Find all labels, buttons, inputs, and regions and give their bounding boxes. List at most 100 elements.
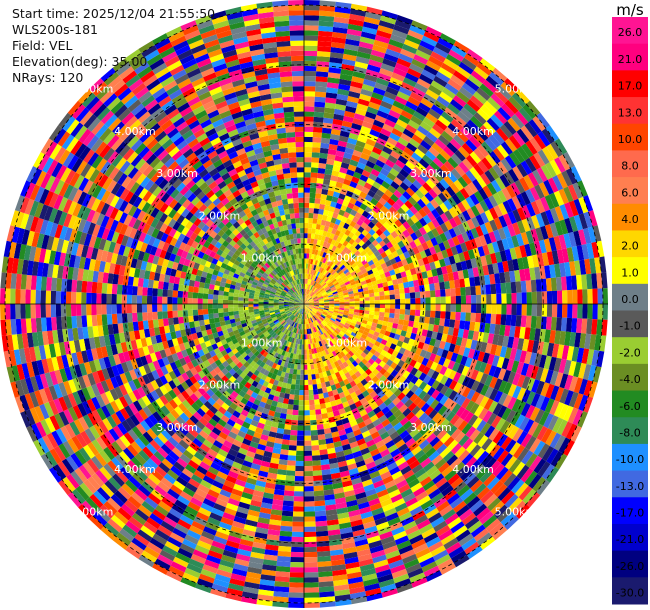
velocity-gate	[368, 273, 375, 279]
velocity-gate	[322, 241, 328, 248]
velocity-gate	[306, 253, 310, 259]
velocity-gate	[304, 587, 320, 593]
velocity-gate	[317, 167, 326, 174]
velocity-gate	[318, 20, 334, 27]
velocity-gate	[450, 296, 456, 304]
velocity-gate	[279, 530, 293, 537]
velocity-gate	[317, 234, 323, 241]
velocity-gate	[349, 127, 361, 136]
velocity-gate	[281, 439, 290, 446]
velocity-gate	[304, 76, 316, 82]
velocity-gate	[287, 404, 294, 410]
velocity-gate	[313, 300, 319, 302]
velocity-gate	[331, 42, 346, 49]
velocity-gate	[448, 228, 457, 239]
velocity-gate	[402, 77, 417, 88]
velocity-gate	[311, 254, 315, 260]
velocity-gate	[504, 271, 511, 283]
velocity-gate	[328, 143, 338, 151]
velocity-gate	[430, 80, 445, 92]
velocity-gate	[413, 238, 422, 247]
velocity-gate	[390, 238, 398, 247]
velocity-gate	[428, 55, 444, 68]
velocity-gate	[456, 130, 469, 143]
velocity-gate	[497, 85, 512, 100]
velocity-gate	[354, 306, 360, 310]
velocity-gate	[312, 132, 322, 138]
velocity-gate	[443, 230, 453, 241]
velocity-gate	[439, 149, 451, 161]
velocity-gate	[360, 125, 372, 134]
velocity-gate	[310, 285, 315, 291]
velocity-gate	[434, 282, 441, 291]
velocity-gate	[304, 233, 308, 239]
velocity-gate	[363, 262, 370, 269]
velocity-gate	[532, 115, 546, 132]
velocity-gate	[512, 166, 524, 180]
velocity-gate	[304, 182, 311, 188]
velocity-gate	[307, 295, 311, 301]
velocity-gate	[472, 132, 485, 145]
velocity-gate	[398, 224, 407, 233]
velocity-gate	[314, 304, 320, 306]
velocity-gate	[504, 78, 519, 93]
velocity-gate	[581, 274, 588, 290]
velocity-gate	[288, 394, 295, 400]
velocity-gate	[573, 198, 584, 215]
velocity-gate	[369, 54, 384, 64]
velocity-gate	[369, 304, 375, 308]
velocity-gate	[382, 266, 390, 274]
velocity-gate	[457, 223, 466, 234]
velocity-gate	[366, 64, 381, 73]
velocity-gate	[411, 273, 418, 281]
velocity-gate	[355, 237, 362, 244]
velocity-gate	[361, 268, 368, 275]
velocity-gate	[410, 304, 416, 310]
velocity-gate	[313, 270, 317, 276]
velocity-gate	[544, 224, 554, 239]
velocity-gate	[471, 295, 477, 304]
velocity-gate	[487, 96, 501, 111]
velocity-gate	[317, 295, 323, 299]
velocity-gate	[300, 364, 304, 370]
velocity-gate	[383, 201, 393, 210]
velocity-gate	[304, 400, 310, 406]
velocity-gate	[316, 292, 321, 296]
velocity-gate	[376, 254, 383, 261]
velocity-gate	[409, 183, 419, 193]
velocity-gate	[310, 274, 314, 280]
velocity-gate	[369, 96, 383, 106]
velocity-gate	[510, 281, 517, 294]
velocity-gate	[360, 152, 370, 161]
velocity-gate	[304, 300, 308, 304]
velocity-gate	[406, 275, 413, 282]
velocity-gate	[364, 16, 381, 25]
velocity-gate	[342, 199, 350, 207]
velocity-gate	[410, 232, 419, 241]
velocity-gate	[601, 272, 608, 289]
velocity-gate	[349, 301, 355, 304]
velocity-gate	[538, 182, 550, 197]
velocity-gate	[343, 278, 350, 284]
velocity-gate	[285, 414, 293, 420]
velocity-gate	[419, 291, 426, 298]
velocity-gate	[398, 215, 407, 225]
velocity-gate	[328, 297, 334, 300]
velocity-gate	[420, 97, 434, 109]
velocity-gate	[416, 78, 431, 89]
velocity-gate	[333, 258, 340, 265]
velocity-gate	[421, 241, 429, 251]
velocity-gate	[470, 312, 476, 322]
velocity-gate	[311, 374, 316, 380]
velocity-gate	[304, 491, 315, 497]
velocity-gate	[507, 224, 516, 237]
velocity-gate	[324, 277, 330, 283]
velocity-gate	[442, 273, 450, 282]
velocity-gate	[566, 275, 573, 291]
velocity-gate	[414, 266, 422, 274]
velocity-gate	[517, 257, 525, 270]
velocity-gate	[312, 259, 316, 265]
velocity-gate	[507, 211, 517, 225]
velocity-gate	[308, 384, 313, 390]
velocity-gate	[312, 243, 317, 250]
